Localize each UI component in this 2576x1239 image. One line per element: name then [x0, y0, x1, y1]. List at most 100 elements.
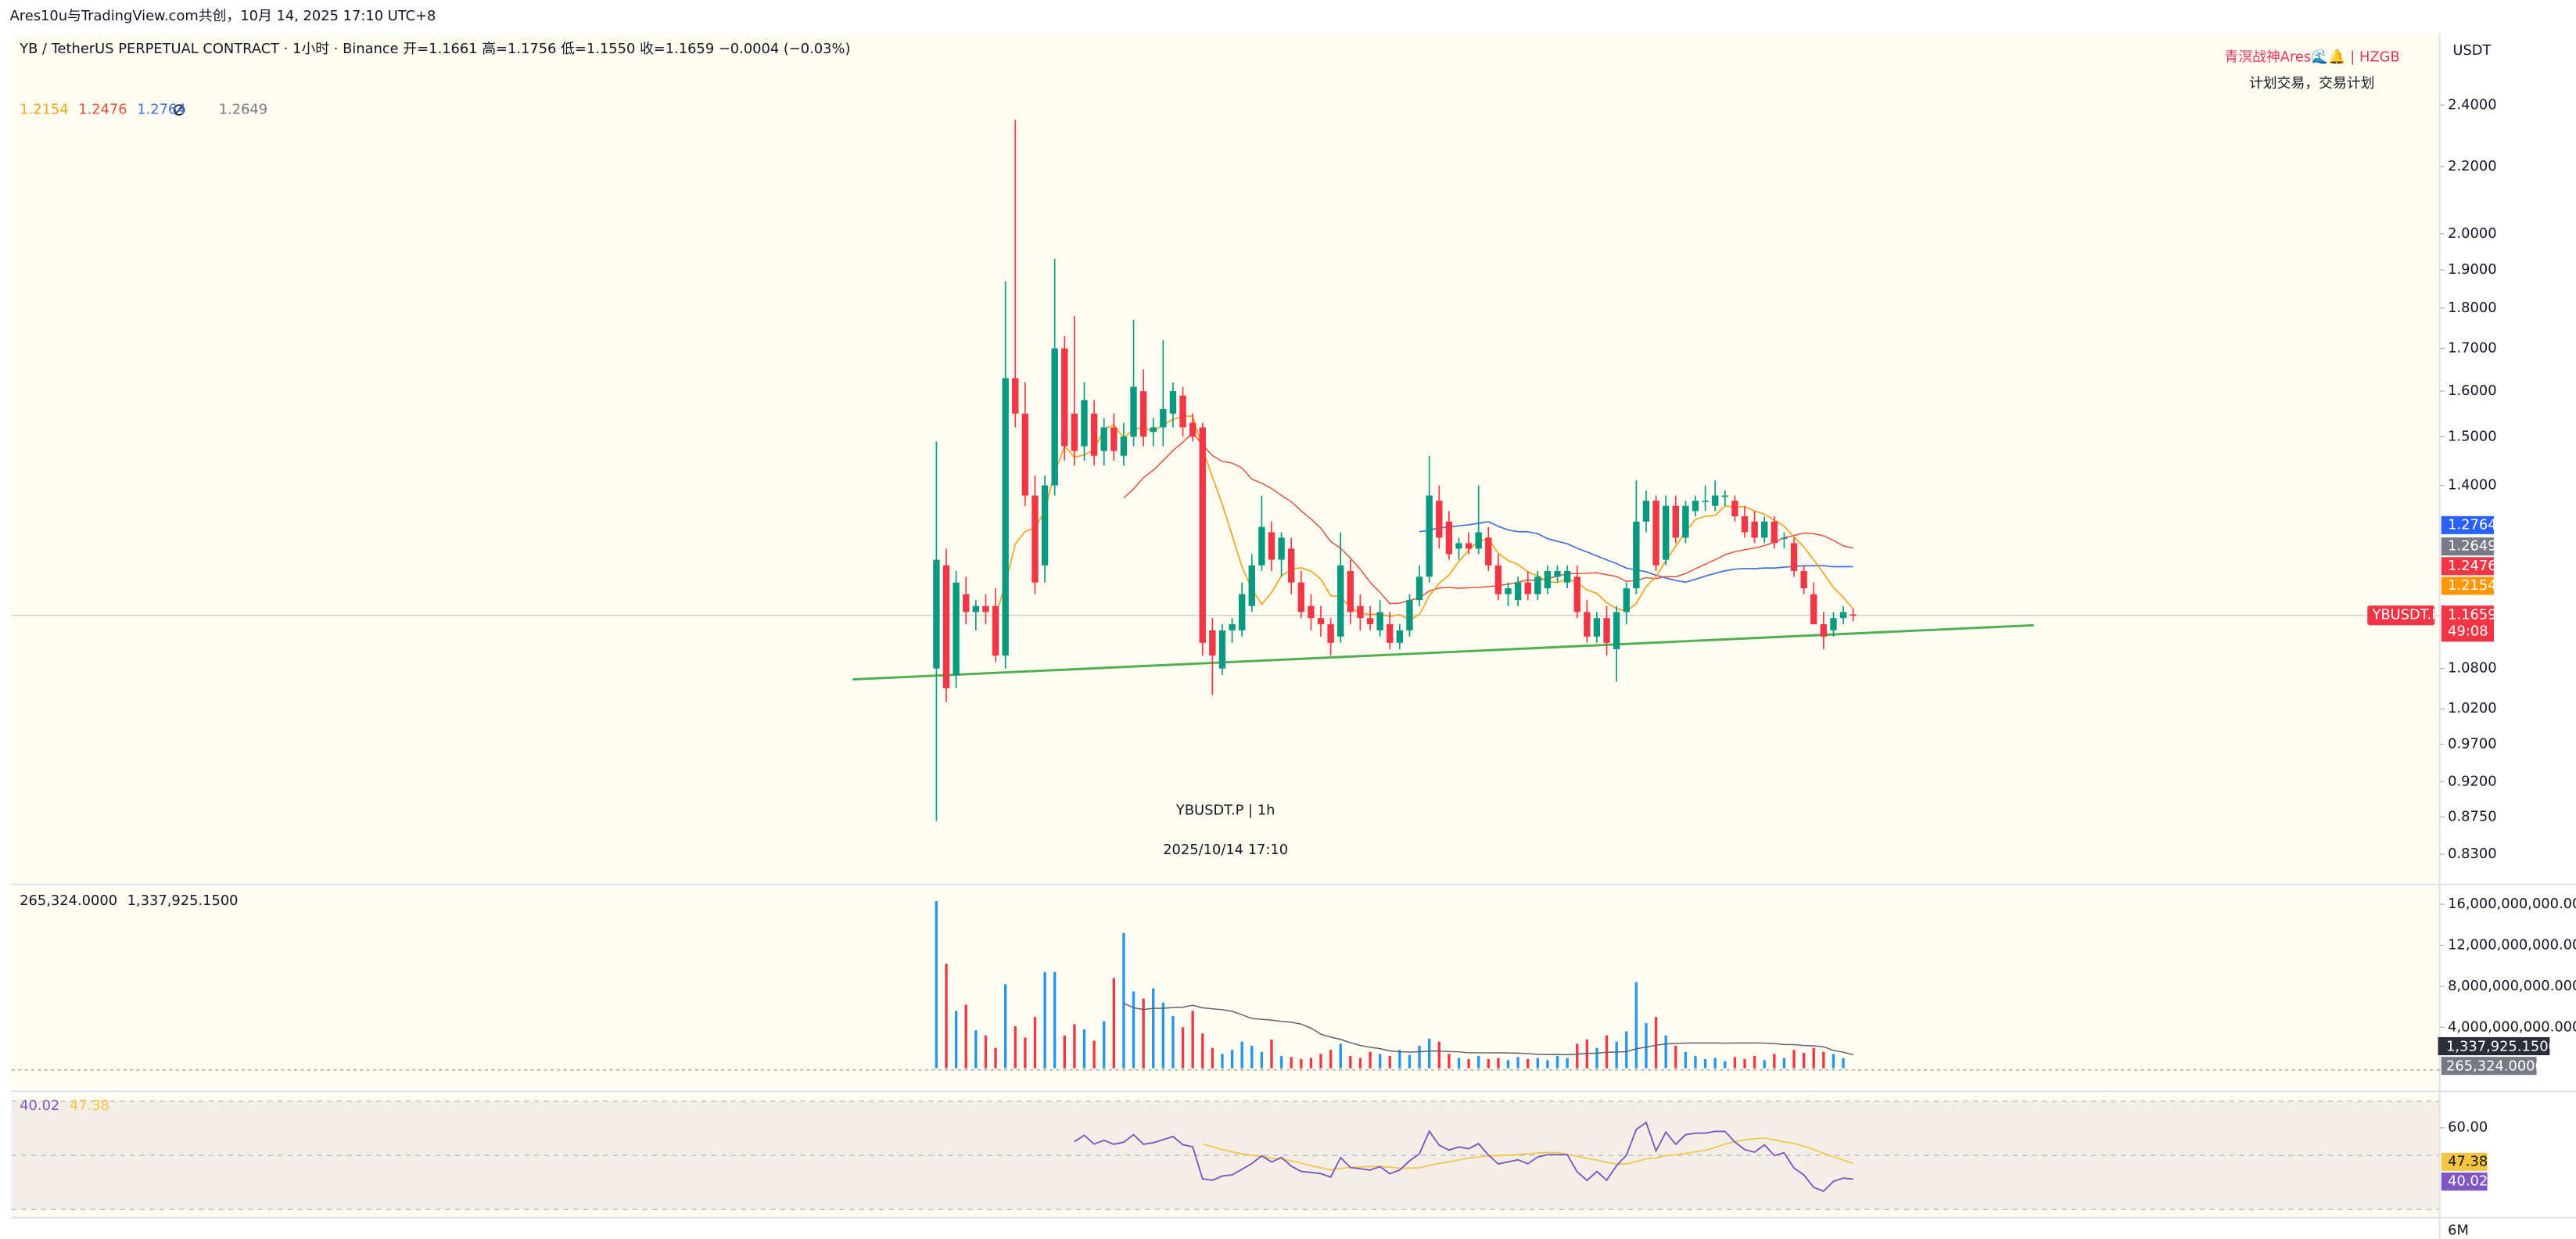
volume-pane: [11, 885, 2440, 1090]
chart-title: YB / TetherUS PERPETUAL CONTRACT · 1小时 ·…: [19, 41, 850, 57]
volume-bar: [1516, 1057, 1519, 1068]
candle-body: [1505, 588, 1512, 594]
volume-bar: [974, 1030, 978, 1068]
volume-bar: [1221, 1054, 1224, 1068]
volume-tag: [2438, 1036, 2550, 1056]
candle-body: [1790, 543, 1798, 572]
y-tick-label: 1.0200: [2448, 700, 2496, 716]
watermark: YBUSDT.P | 1h: [1175, 802, 1275, 818]
candle-body: [1524, 582, 1531, 594]
candle-body: [1189, 422, 1197, 437]
candle-body: [1012, 378, 1019, 414]
candle-body: [1662, 505, 1670, 560]
y-tick-label: 1.5000: [2448, 428, 2496, 444]
candle-body: [1218, 630, 1226, 669]
candle-body: [1179, 395, 1186, 428]
hidden-icon: [173, 104, 185, 116]
candle-body: [1031, 495, 1039, 583]
currency: USDT: [2452, 42, 2491, 59]
candle-body: [1702, 501, 1709, 502]
candle-body: [972, 605, 980, 612]
candle-body: [1357, 605, 1364, 619]
volume-bar: [1832, 1054, 1835, 1068]
candle-body: [1761, 521, 1768, 538]
volume-bar: [1230, 1050, 1234, 1068]
y-tick-label: 2.2000: [2448, 158, 2496, 174]
volume-bar: [1082, 1029, 1086, 1068]
candle-body: [1436, 501, 1443, 538]
volume-legend: 1,337,925.1500: [127, 892, 239, 909]
volume-bar: [1349, 1056, 1352, 1068]
volume-bar: [1369, 1051, 1372, 1068]
volume-bar: [1319, 1054, 1322, 1068]
volume-bar: [1566, 1058, 1569, 1068]
price-tag-label: 1.2476: [2448, 558, 2496, 574]
source: Ares10u与TradingView.com共创，10月 14, 2025 1…: [10, 8, 436, 24]
price-tag: [2441, 557, 2494, 576]
volume-bar: [1418, 1045, 1421, 1068]
price-tag-label: 1.2649: [2448, 538, 2496, 555]
volume-bar: [1329, 1050, 1333, 1068]
candle-body: [1830, 618, 1837, 630]
candle-body: [1081, 400, 1088, 447]
candle-body: [1633, 521, 1640, 589]
volume-bar: [1802, 1053, 1806, 1068]
candle-body: [1603, 618, 1610, 643]
candle-body: [1288, 548, 1295, 583]
volume-bar: [1773, 1054, 1776, 1068]
volume-bar: [1024, 1037, 1027, 1068]
candle-body: [1278, 537, 1285, 560]
candle-body: [1800, 571, 1807, 589]
volume-bar: [1092, 1040, 1096, 1068]
y-tick-label: 60.00: [2448, 1119, 2488, 1136]
volume-bar: [1063, 1035, 1066, 1068]
candle-body: [1711, 495, 1719, 506]
rsi-tag: [2441, 1152, 2488, 1171]
candle-body: [1366, 618, 1374, 625]
volume-bar: [1378, 1054, 1382, 1068]
volume-bar: [1043, 971, 1046, 1068]
volume-bar: [994, 1047, 997, 1068]
volume-bar: [1290, 1057, 1293, 1068]
candle-body: [1820, 624, 1828, 637]
volume-bar: [1467, 1059, 1470, 1068]
volume-bar: [1477, 1056, 1480, 1068]
rsi-tag-label: 40.02: [2448, 1173, 2488, 1190]
rsi-tag: [2441, 1173, 2488, 1191]
candle-body: [1741, 516, 1749, 533]
rsi-line: [1074, 1121, 1853, 1192]
candle-body: [1593, 618, 1601, 637]
volume-bar: [1437, 1041, 1440, 1068]
volume-bar: [1033, 1017, 1037, 1068]
candle-body: [1327, 624, 1334, 643]
volume-bar: [1358, 1058, 1362, 1068]
motto: 计划交易，交易计划: [2249, 75, 2375, 92]
y-tick-label: 1.6000: [2448, 382, 2496, 399]
candle-body: [1139, 391, 1147, 437]
volume-bar: [1527, 1059, 1530, 1068]
volume-bar: [1152, 988, 1155, 1068]
candle-body: [1563, 571, 1571, 583]
candle-body: [1415, 576, 1423, 601]
volume-bar: [1684, 1051, 1688, 1068]
volume-bar: [1270, 1040, 1273, 1068]
volume-tag-label: 1,337,925.1500: [2446, 1039, 2557, 1055]
candle-body: [1672, 505, 1679, 538]
volume-bar: [1753, 1056, 1756, 1068]
candle-body: [1120, 436, 1128, 456]
volume-bar: [1112, 978, 1115, 1068]
volume-bar: [1457, 1058, 1461, 1068]
candle-body: [1376, 612, 1383, 630]
candle-body: [1090, 413, 1098, 456]
volume-bar: [1812, 1047, 1815, 1068]
countdown-label: 49:08: [2448, 623, 2488, 640]
volume-bar: [1664, 1035, 1667, 1068]
volume-bar: [964, 1004, 967, 1068]
y-tick-label: 1.4000: [2448, 477, 2496, 494]
volume-bar: [1782, 1058, 1786, 1068]
last-price-tag: [2441, 605, 2494, 642]
volume-bar: [1309, 1058, 1313, 1068]
volume-bar: [1103, 1021, 1106, 1068]
candle-body: [1613, 612, 1620, 649]
